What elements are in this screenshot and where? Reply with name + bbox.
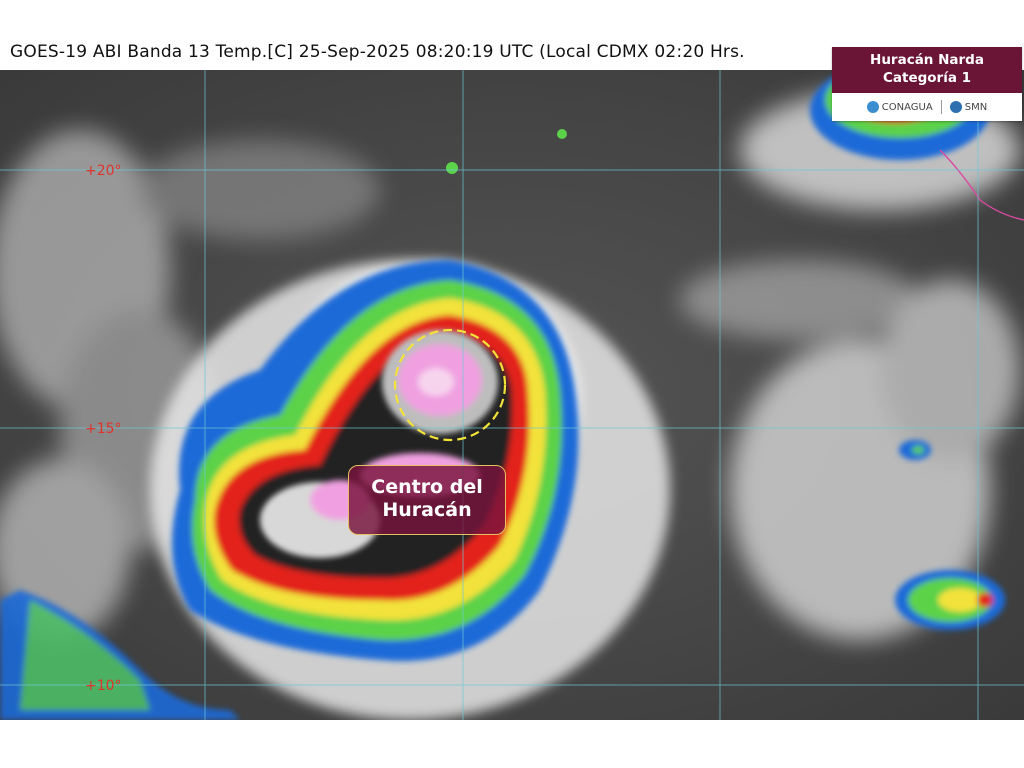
lat-lon-grid <box>0 70 1024 720</box>
center-label-line1: Centro del <box>371 476 483 498</box>
hurricane-eye <box>382 330 498 434</box>
smn-icon <box>949 101 962 113</box>
conagua-icon <box>866 101 879 113</box>
center-label-line2: Huracán <box>382 499 472 521</box>
hurricane-badge: Huracán Narda Categoría 1 CONAGUA SMN <box>832 47 1022 121</box>
coastline <box>939 149 1024 221</box>
island-mark <box>446 162 458 174</box>
satellite-image <box>0 70 1024 720</box>
badge-storm-name: Huracán Narda <box>870 52 984 68</box>
lat-label-10: +10° <box>85 678 122 694</box>
badge-header: Huracán Narda Categoría 1 <box>832 47 1022 93</box>
eye-outline-circle <box>393 328 507 442</box>
spiral-band-southwest <box>0 590 240 720</box>
badge-category: Categoría 1 <box>882 70 972 86</box>
conagua-logo: CONAGUA <box>866 101 933 113</box>
smn-logo: SMN <box>949 101 987 113</box>
center-label: Centro del Huracán <box>348 465 506 535</box>
lat-label-15: +15° <box>85 421 122 437</box>
badge-logos: CONAGUA SMN <box>832 93 1022 121</box>
lat-label-20: +20° <box>85 163 122 179</box>
image-title: GOES-19 ABI Banda 13 Temp.[C] 25-Sep-202… <box>10 42 745 62</box>
bottom-margin <box>0 720 1024 768</box>
logo-divider <box>940 100 942 114</box>
